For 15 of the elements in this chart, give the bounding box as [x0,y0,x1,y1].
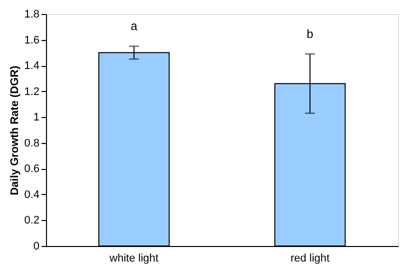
y-tick-label: 0.8 [24,137,40,150]
x-tick-label: white light [108,252,158,264]
y-tick-label: 0 [33,240,40,252]
annotation: b [306,26,314,41]
y-tick-label: 1.6 [24,34,40,46]
y-axis-title: Daily Growth Rate (DGR) [9,65,22,196]
y-tick-label: 0.2 [24,214,40,227]
y-tick-label: 1.8 [24,8,40,20]
annotation: a [130,19,138,34]
y-tick-label: 0.6 [24,163,40,176]
y-tick-label: 1.4 [24,60,40,72]
x-tick-label: red light [290,252,330,264]
y-tick-label: 1 [33,112,40,124]
y-tick-label: 0.4 [24,188,40,201]
y-tick-label: 1.2 [24,86,40,98]
